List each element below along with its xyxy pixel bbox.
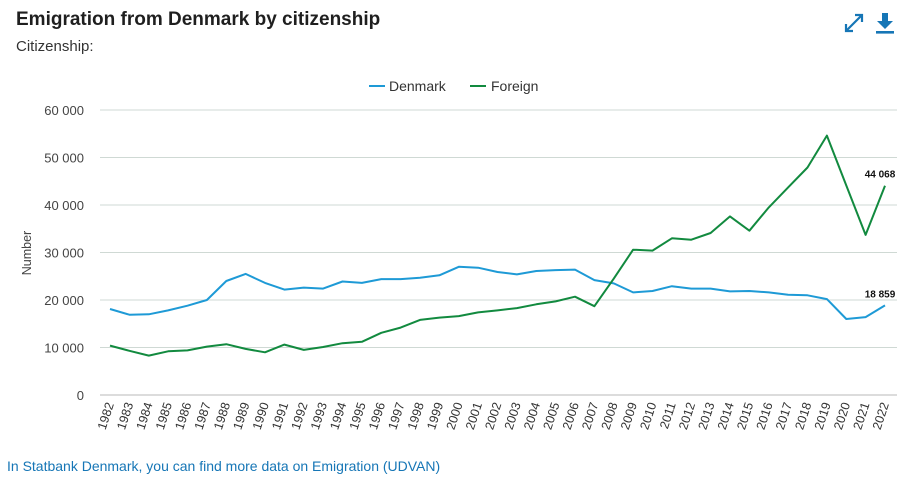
statbank-link[interactable]: In Statbank Denmark, you can find more d…	[7, 458, 441, 474]
expand-icon[interactable]	[843, 12, 865, 34]
series-lines	[109, 134, 886, 357]
line-chart: 0 10 000 20 000 30 000 40 000 50 000 60 000 19…	[20, 78, 897, 432]
y-axis-title: Number	[20, 231, 34, 275]
y-tick-label: 60 000	[44, 103, 84, 118]
end-value-label-denmark: 18 859	[865, 289, 896, 300]
chart-subtitle: Citizenship:	[16, 38, 94, 55]
y-tick-label: 40 000	[44, 198, 84, 213]
y-tick-label: 0	[77, 388, 84, 403]
series-line-denmark[interactable]	[109, 265, 886, 320]
end-value-label-foreign: 44 068	[865, 170, 896, 181]
legend-label-denmark[interactable]: Denmark	[389, 78, 447, 94]
y-axis-ticks: 0 10 000 20 000 30 000 40 000 50 000 60 000	[44, 103, 84, 403]
series-line-foreign[interactable]	[109, 134, 886, 357]
y-tick-label: 10 000	[44, 341, 84, 356]
x-tick-label: 2011	[657, 401, 679, 431]
legend-label-foreign[interactable]: Foreign	[491, 78, 538, 94]
y-tick-label: 50 000	[44, 151, 84, 166]
x-axis-ticks: 1982198319841985198619871988198919901991…	[95, 401, 892, 432]
end-labels: 18 859 44 068	[865, 170, 896, 301]
download-icon[interactable]	[874, 12, 896, 34]
x-tick-label: 2022	[870, 401, 892, 432]
y-tick-label: 20 000	[44, 293, 84, 308]
legend[interactable]: Denmark Foreign	[369, 78, 538, 94]
gridlines	[100, 109, 897, 396]
y-tick-label: 30 000	[44, 246, 84, 261]
chart-title: Emigration from Denmark by citizenship	[16, 9, 381, 30]
